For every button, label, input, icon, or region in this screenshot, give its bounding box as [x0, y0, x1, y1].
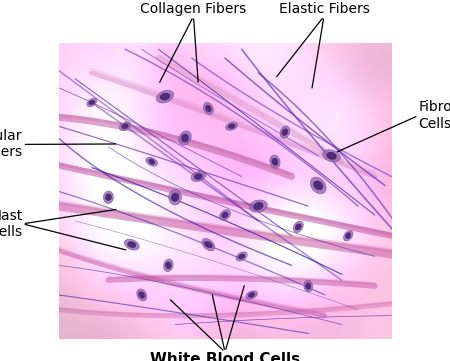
Ellipse shape: [272, 158, 278, 165]
Ellipse shape: [160, 93, 170, 100]
Text: Collagen Fibers: Collagen Fibers: [140, 2, 247, 16]
Ellipse shape: [119, 122, 131, 131]
Ellipse shape: [323, 150, 341, 162]
Ellipse shape: [166, 262, 171, 269]
Ellipse shape: [327, 152, 337, 159]
Ellipse shape: [105, 194, 112, 201]
Ellipse shape: [191, 171, 206, 182]
Ellipse shape: [304, 280, 313, 292]
Ellipse shape: [249, 200, 267, 212]
Ellipse shape: [146, 157, 158, 166]
Ellipse shape: [181, 134, 189, 142]
Ellipse shape: [206, 105, 211, 112]
Ellipse shape: [343, 231, 353, 241]
Ellipse shape: [179, 131, 191, 145]
Ellipse shape: [293, 221, 303, 232]
Ellipse shape: [104, 191, 113, 204]
Ellipse shape: [203, 103, 213, 114]
Ellipse shape: [246, 291, 257, 299]
Ellipse shape: [89, 100, 94, 105]
Ellipse shape: [122, 124, 128, 129]
Ellipse shape: [87, 98, 97, 107]
Ellipse shape: [295, 224, 301, 230]
Ellipse shape: [282, 129, 288, 135]
Text: Reticular
Fibers: Reticular Fibers: [0, 129, 22, 160]
Ellipse shape: [164, 259, 173, 271]
Ellipse shape: [139, 292, 145, 298]
Ellipse shape: [169, 190, 181, 205]
Text: Fibroblast
Cells: Fibroblast Cells: [418, 100, 450, 131]
Text: White Blood Cells: White Blood Cells: [150, 352, 300, 361]
Text: Elastic Fibers: Elastic Fibers: [279, 2, 369, 16]
Ellipse shape: [248, 292, 255, 297]
Ellipse shape: [225, 122, 238, 130]
Ellipse shape: [202, 239, 215, 251]
Ellipse shape: [220, 210, 230, 221]
Ellipse shape: [127, 242, 136, 248]
Ellipse shape: [194, 174, 202, 179]
Ellipse shape: [346, 233, 351, 239]
Ellipse shape: [236, 252, 247, 261]
Ellipse shape: [270, 155, 280, 168]
Ellipse shape: [171, 193, 179, 201]
Ellipse shape: [238, 254, 245, 259]
Ellipse shape: [228, 124, 235, 129]
Ellipse shape: [137, 289, 147, 301]
Ellipse shape: [280, 126, 290, 138]
Ellipse shape: [314, 181, 323, 190]
Ellipse shape: [204, 242, 212, 248]
Ellipse shape: [124, 239, 139, 250]
Ellipse shape: [306, 283, 311, 289]
Ellipse shape: [222, 212, 228, 218]
Ellipse shape: [149, 159, 155, 165]
Text: Mast
Cells: Mast Cells: [0, 209, 22, 239]
Ellipse shape: [253, 202, 263, 210]
Ellipse shape: [157, 90, 174, 103]
Ellipse shape: [310, 177, 326, 194]
